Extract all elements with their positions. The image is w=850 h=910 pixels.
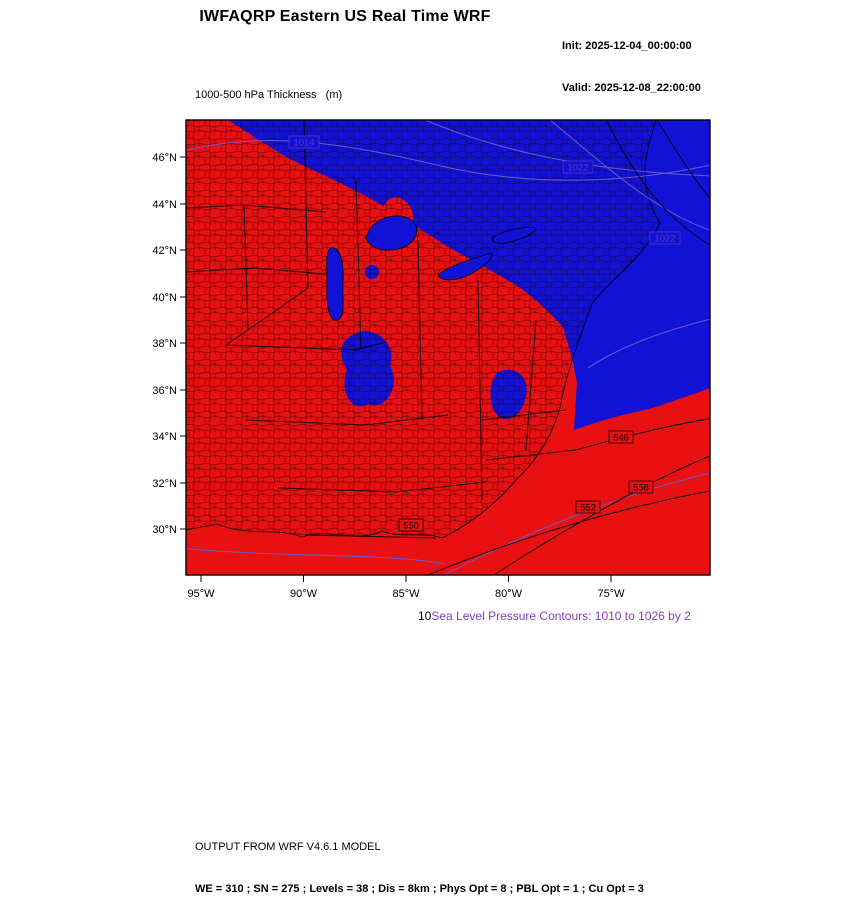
lake-erie <box>437 252 493 281</box>
legend-line-thickness-1: 1000-500 hPa Thickness (m) <box>195 89 343 101</box>
contour-label-1022-a: 1022 <box>562 160 594 174</box>
lat-label: 32°N <box>152 478 177 490</box>
lat-label: 44°N <box>152 199 177 211</box>
svg-text:1022: 1022 <box>654 234 675 245</box>
slp-contour-caption: 10Sea Level Pressure Contours: 1010 to 1… <box>418 609 691 623</box>
svg-text:550: 550 <box>403 521 419 532</box>
map-frame <box>185 119 711 576</box>
page-title: IWFAQRP Eastern US Real Time WRF <box>199 8 491 25</box>
lon-label: 80°W <box>495 588 523 600</box>
lake-ontario <box>491 227 537 244</box>
svg-text:558: 558 <box>633 483 649 494</box>
wrf-plot-page: { "header": { "title": "IWFAQRP Eastern … <box>140 8 740 895</box>
lake-michigan <box>326 247 344 321</box>
svg-text:1014: 1014 <box>293 138 314 149</box>
contour-label-1022-b: 1022 <box>649 231 681 245</box>
map-figure: 1014 1022 1022 546 558 552 <box>140 108 740 608</box>
contour-label-1014: 1014 <box>288 135 320 149</box>
lat-label: 30°N <box>152 524 177 536</box>
run-times: Init: 2025-12-04_00:00:00 Valid: 2025-12… <box>562 11 701 109</box>
contour-labels: 1014 1022 1022 546 558 552 <box>288 135 681 532</box>
lat-label: 40°N <box>152 292 177 304</box>
lat-axis: 46°N 44°N 42°N 40°N 38°N 36°N 34°N 32°N … <box>152 152 186 536</box>
lat-label: 36°N <box>152 385 177 397</box>
weather-map-svg: 1014 1022 1022 546 558 552 <box>152 119 711 600</box>
lon-label: 75°W <box>597 588 625 600</box>
lon-label: 85°W <box>392 588 420 600</box>
valid-time: Valid: 2025-12-08_22:00:00 <box>562 82 701 94</box>
footer-config-line: WE = 310 ; SN = 275 ; Levels = 38 ; Dis … <box>195 883 644 895</box>
lon-label: 95°W <box>187 588 215 600</box>
great-lakes <box>326 215 537 321</box>
model-footer: OUTPUT FROM WRF V4.6.1 MODEL WE = 310 ; … <box>195 812 644 910</box>
svg-text:546: 546 <box>613 433 629 444</box>
lon-label: 90°W <box>290 588 318 600</box>
caption-prefix: 10 <box>418 609 432 623</box>
thickness-contours <box>426 120 710 575</box>
caption-text: Sea Level Pressure Contours: 1010 to 102… <box>431 609 691 623</box>
footer-model-line: OUTPUT FROM WRF V4.6.1 MODEL <box>195 841 381 853</box>
lat-label: 38°N <box>152 338 177 350</box>
svg-text:1022: 1022 <box>567 163 588 174</box>
contour-label-546: 546 <box>608 430 634 444</box>
lake-huron <box>365 215 418 251</box>
lat-label: 42°N <box>152 245 177 257</box>
contour-label-550: 550 <box>398 518 424 532</box>
lat-label: 46°N <box>152 152 177 164</box>
init-time: Init: 2025-12-04_00:00:00 <box>562 40 692 52</box>
lon-axis: 95°W 90°W 85°W 80°W 75°W <box>187 575 625 600</box>
state-boundaries <box>186 120 577 539</box>
contour-label-558: 558 <box>628 480 654 494</box>
contour-label-552: 552 <box>575 500 601 514</box>
lat-label: 34°N <box>152 431 177 443</box>
svg-text:552: 552 <box>580 503 596 514</box>
map-interior: 1014 1022 1022 546 558 552 <box>186 120 710 575</box>
slp-contours <box>186 120 710 575</box>
